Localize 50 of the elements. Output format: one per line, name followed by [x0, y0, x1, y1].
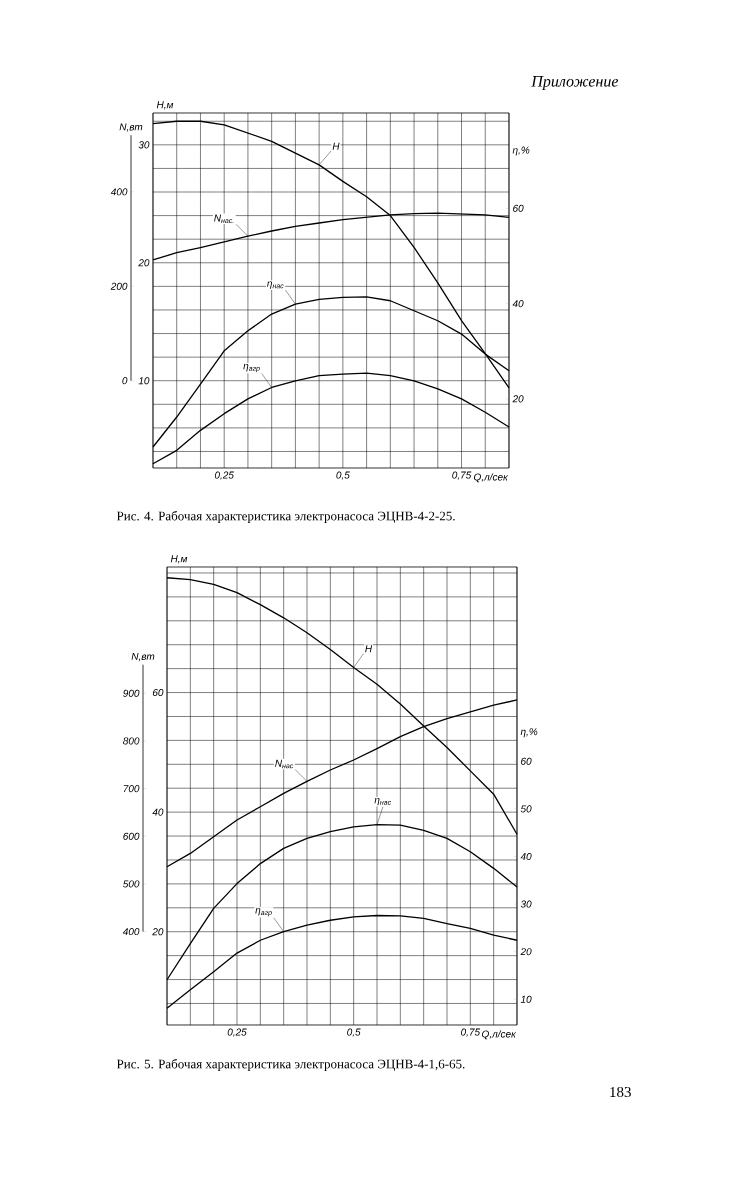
y3-axis-title: N,вт	[131, 652, 155, 662]
y2-tick-label: 20	[520, 948, 532, 956]
series-label: N$_{нас}$	[275, 759, 294, 769]
y3-tick-label: 800	[123, 737, 140, 745]
series-label: η$_{агр}$	[243, 363, 260, 373]
y-tick-label: 30	[138, 141, 150, 149]
x-tick-label: 0,25	[214, 471, 234, 480]
y-tick-label: 10	[138, 377, 150, 385]
y2-axis-title: η,%	[512, 146, 530, 156]
y3-tick-label: 200	[110, 282, 128, 290]
text: Рис. 5. Рабочая характеристика электронасоса ЭЦНВ-4-1,6-65.	[116, 1058, 465, 1072]
y3-axis-title: N,вт	[119, 123, 143, 132]
y2-tick-label: 20	[512, 395, 524, 403]
x-tick-label: 0,75	[461, 1028, 481, 1037]
y-tick-label: 60	[152, 689, 164, 697]
y3-tick-label: 0	[122, 377, 128, 385]
text: 183	[610, 1086, 631, 1098]
y2-tick-label: 50	[520, 805, 532, 813]
x-axis-title: Q,л/сек	[474, 473, 509, 483]
y2-tick-label: 10	[520, 995, 532, 1003]
y3-tick-label: 500	[123, 880, 140, 888]
y3-tick-label: 400	[110, 188, 128, 196]
y-axis-title: H,м	[156, 101, 174, 110]
y-tick-label: 40	[152, 808, 164, 816]
y2-tick-label: 60	[513, 204, 524, 212]
x-tick-label: 0,5	[347, 1028, 361, 1037]
y-tick-label: 20	[152, 928, 164, 936]
y3-tick-label: 600	[123, 832, 140, 840]
x-tick-label: 0,25	[227, 1028, 247, 1037]
y2-tick-label: 30	[520, 900, 532, 908]
y2-axis-title: η,%	[520, 728, 538, 738]
series-label: N$_{нас.}$	[214, 214, 234, 223]
series-label: η$_{нас}$	[267, 281, 284, 289]
text: H	[332, 142, 340, 150]
y3-tick-label: 900	[123, 689, 140, 697]
y2-tick-label: 40	[520, 852, 532, 860]
x-tick-label: 0,75	[452, 471, 472, 480]
text: Рис. 4. Рабочая характеристика электронасоса ЭЦНВ-4-2-25.	[116, 510, 455, 524]
series-label: η$_{нас}$	[374, 797, 392, 806]
y3-tick-label: 400	[122, 928, 140, 936]
y-tick-label: 20	[138, 259, 150, 267]
series-label: H	[365, 645, 373, 653]
y-axis-title: H,м	[170, 555, 188, 564]
y3-tick-label: 700	[123, 785, 140, 793]
series-label: η$_{агр}$	[255, 908, 272, 917]
y2-tick-label: 40	[512, 300, 524, 308]
x-axis-title: Q,л/сек	[482, 1030, 517, 1040]
text: Приложение	[531, 76, 619, 90]
x-tick-label: 0,5	[336, 471, 350, 480]
y2-tick-label: 60	[521, 757, 532, 765]
